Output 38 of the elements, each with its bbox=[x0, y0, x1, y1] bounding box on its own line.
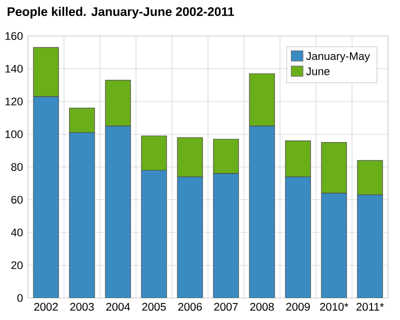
bar bbox=[69, 132, 95, 298]
bar bbox=[177, 176, 203, 298]
y-tick-label: 160 bbox=[5, 32, 23, 40]
y-tick-label: 0 bbox=[17, 294, 23, 302]
bar bbox=[321, 142, 347, 194]
y-tick-label: 80 bbox=[11, 163, 23, 171]
chart-title: People killed. January-June 2002-2011 bbox=[8, 6, 234, 18]
bar bbox=[321, 193, 347, 298]
bar bbox=[357, 194, 383, 298]
bar bbox=[141, 136, 167, 171]
bar bbox=[213, 138, 239, 174]
bar bbox=[33, 96, 59, 298]
x-tick-label: 2004 bbox=[106, 302, 130, 311]
legend-label: January-May bbox=[306, 52, 370, 62]
x-tick-label: 2006 bbox=[178, 302, 202, 311]
bar bbox=[213, 174, 239, 298]
x-tick-label: 2003 bbox=[70, 302, 94, 311]
y-tick-label: 100 bbox=[5, 130, 23, 138]
x-tick-label: 2007 bbox=[214, 302, 238, 311]
x-tick-label: 2009 bbox=[286, 302, 310, 311]
y-tick-label: 20 bbox=[11, 261, 23, 270]
y-tick-label: 140 bbox=[5, 64, 23, 73]
x-tick-label: 2010* bbox=[320, 302, 348, 311]
x-tick-label: 2005 bbox=[142, 302, 166, 311]
bar bbox=[105, 126, 131, 298]
bar bbox=[285, 176, 311, 298]
bar bbox=[69, 108, 95, 133]
x-tick-label: 2011* bbox=[356, 302, 384, 311]
bar bbox=[249, 126, 275, 298]
x-tick-label: 2008 bbox=[250, 302, 274, 311]
y-tick-label: 60 bbox=[11, 196, 23, 204]
bar bbox=[285, 140, 311, 178]
legend-label: June bbox=[306, 68, 330, 76]
y-tick-label: 40 bbox=[11, 228, 23, 236]
bar bbox=[177, 137, 203, 178]
y-tick-label: 120 bbox=[5, 98, 23, 106]
x-tick-label: 2002 bbox=[34, 302, 58, 311]
bar bbox=[141, 170, 167, 298]
